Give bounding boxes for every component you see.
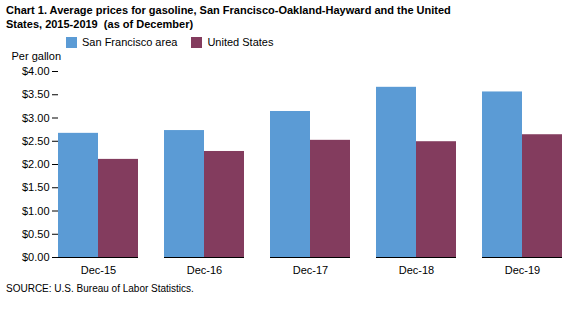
svg-text:Dec-19: Dec-19 [505,264,540,276]
svg-text:$4.00: $4.00 [22,65,50,77]
svg-text:Per gallon: Per gallon [12,50,62,62]
svg-text:Dec-16: Dec-16 [187,264,222,276]
svg-text:$2.00: $2.00 [22,158,50,170]
html-text:SOURCE: U.S. Bureau of Labor S: SOURCE: U.S. Bureau of Labor Statistics. [6,283,194,294]
svg-text:$3.00: $3.00 [22,112,50,124]
svg-text:Dec-17: Dec-17 [293,264,328,276]
svg-text:Dec-18: Dec-18 [399,264,434,276]
svg-text:$1.50: $1.50 [22,181,50,193]
svg-text:$2.50: $2.50 [22,135,50,147]
svg-text:$0.50: $0.50 [22,228,50,240]
svg-text:$1.00: $1.00 [22,205,50,217]
svg-text:$3.50: $3.50 [22,88,50,100]
html-text:San Francisco area: San Francisco area [82,36,178,48]
html-text:United States: United States [207,36,274,48]
html-text:Chart 1. Average prices for ga: Chart 1. Average prices for gasoline, Sa… [6,4,451,30]
svg-text:Dec-15: Dec-15 [81,264,116,276]
svg-text:$0.00: $0.00 [22,251,50,263]
